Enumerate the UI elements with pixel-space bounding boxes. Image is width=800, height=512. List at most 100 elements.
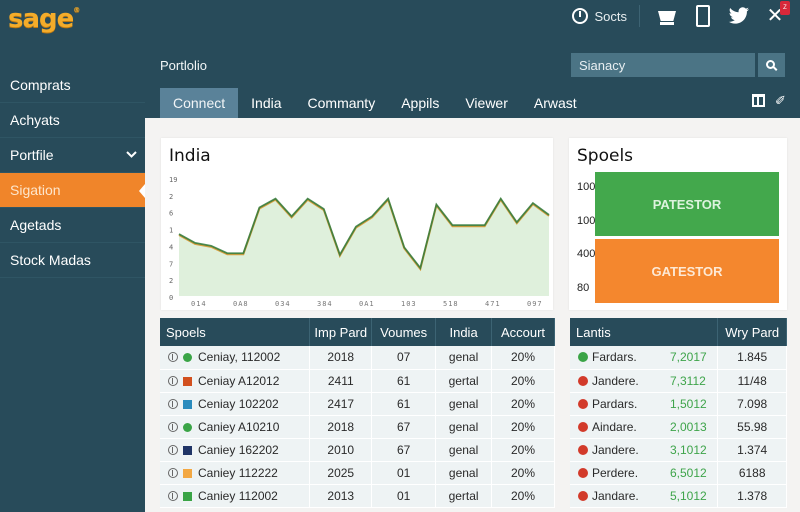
sidebar-item-achyats[interactable]: Achyats — [0, 103, 145, 138]
twitter-bird-icon[interactable] — [728, 6, 750, 26]
table-row[interactable]: Jandare. 5,1012 1.378 — [570, 484, 787, 508]
table-row[interactable]: Aindare. 2,0013 55.98 — [570, 415, 787, 439]
cell-imp-pard: 2018 — [309, 346, 373, 370]
pin-icon[interactable]: ✐ — [775, 93, 786, 108]
patestor-block[interactable]: PATESTOR — [595, 172, 779, 236]
cell-india: gertal — [435, 369, 493, 393]
globe-icon — [168, 398, 178, 409]
cell-voumes: 01 — [371, 484, 437, 508]
tab-connect[interactable]: Connect — [160, 88, 239, 118]
cart-icon[interactable] — [656, 6, 678, 26]
cell-lantis: Jandare. 5,1012 — [570, 484, 719, 508]
cell-voumes: 67 — [371, 438, 437, 462]
search-button[interactable] — [758, 53, 785, 77]
sage-logo[interactable]: sage® — [8, 4, 80, 34]
cell-wry-pard: 6188 — [717, 461, 787, 485]
status-down-icon — [578, 490, 588, 501]
lantis-table: Lantis Wry Pard Fardars. 7,2017 1.845 Jande… — [570, 318, 787, 508]
row-name: Caniey 162202 — [198, 442, 279, 457]
table-row[interactable]: Jandere. 3,1012 1.374 — [570, 438, 787, 462]
row-name: Jandare. — [592, 488, 639, 503]
y-tick-label: 6 — [169, 210, 173, 218]
y-label: 100 — [577, 181, 596, 193]
tab-arwast[interactable]: Arwast — [533, 95, 577, 111]
row-name: Caniey 112222 — [198, 465, 278, 480]
table-header-row: Lantis Wry Pard — [570, 318, 787, 346]
x-tick-label: 014 — [191, 300, 207, 308]
clock-widget[interactable]: Socts — [572, 5, 640, 27]
y-label: 100 — [577, 215, 596, 227]
category-chip-icon — [183, 468, 192, 478]
y-tick-label: 0 — [169, 294, 173, 302]
cell-imp-pard: 2013 — [309, 484, 373, 508]
y-tick-label: 7 — [169, 260, 173, 268]
col-lantis[interactable]: Lantis — [570, 318, 719, 346]
tab-appils[interactable]: Appils — [401, 95, 440, 111]
tab-commanty[interactable]: Commanty — [307, 95, 376, 111]
spoels-title: Spoels — [577, 146, 634, 166]
registered-mark: ® — [73, 6, 80, 14]
globe-icon — [168, 352, 178, 363]
table-row[interactable]: Ceniay 102202 2417 61 genal 20% — [160, 392, 555, 416]
search-input[interactable] — [571, 53, 755, 77]
tab-viewer[interactable]: Viewer — [465, 95, 508, 111]
sidebar-item-portfile[interactable]: Portfile — [0, 138, 145, 173]
table-row[interactable]: Caniey 112222 2025 01 genal 20% — [160, 461, 555, 485]
category-chip-icon — [183, 445, 192, 455]
col-imp-pard[interactable]: Imp Pard — [309, 318, 373, 346]
cell-accourt: 20% — [491, 369, 555, 393]
category-chip-icon — [183, 399, 192, 409]
cell-wry-pard: 1.374 — [717, 438, 787, 462]
chevron-down-icon[interactable] — [126, 149, 137, 161]
spoels-table: Spoels Imp Pard Voumes India Accourt Cen… — [160, 318, 555, 508]
spoels-card: Spoels 100 100 400 80 PATESTOR GATESTOR — [569, 138, 787, 310]
top-bar: Socts ✕ Z — [572, 0, 800, 32]
cell-spoels: Ceniay A12012 — [160, 369, 311, 393]
cell-lantis: Pardars. 1,5012 — [570, 392, 719, 416]
globe-icon — [168, 467, 178, 478]
col-wry-pard[interactable]: Wry Pard — [717, 318, 787, 346]
table-row[interactable]: Caniey 162202 2010 67 genal 20% — [160, 438, 555, 462]
table-row[interactable]: Fardars. 7,2017 1.845 — [570, 346, 787, 370]
cell-voumes: 01 — [371, 461, 437, 485]
cell-accourt: 20% — [491, 346, 555, 370]
cell-spoels: Ceniay 102202 — [160, 392, 311, 416]
india-area-chart[interactable]: 19 2 6 1 4 7 2 0 014 0A8 034 384 0A1 103 518 471 097 — [161, 174, 553, 310]
cell-wry-pard: 1.378 — [717, 484, 787, 508]
category-chip-icon — [183, 491, 192, 501]
tab-india[interactable]: India — [251, 95, 282, 111]
table-row[interactable]: Perdere. 6,5012 6188 — [570, 461, 787, 485]
phone-icon[interactable] — [692, 6, 714, 26]
sidebar-item-stock-madas[interactable]: Stock Madas — [0, 243, 145, 278]
table-row[interactable]: Caniey A10210 2018 67 genal 20% — [160, 415, 555, 439]
row-value: 7,2017 — [670, 350, 707, 365]
table-row[interactable]: Ceniay A12012 2411 61 gertal 20% — [160, 369, 555, 393]
row-name: Aindare. — [592, 419, 637, 434]
row-value: 7,3112 — [670, 373, 706, 388]
table-row[interactable]: Ceniay, 112002 2018 07 genal 20% — [160, 346, 555, 370]
table-row[interactable]: Caniey 112002 2013 01 gertal 20% — [160, 484, 555, 508]
col-india[interactable]: India — [435, 318, 493, 346]
breadcrumb[interactable]: Portlolio — [160, 58, 207, 73]
sidebar-item-agetads[interactable]: Agetads — [0, 208, 145, 243]
status-down-icon — [578, 421, 588, 432]
sidebar-item-sigation[interactable]: Sigation — [0, 173, 145, 208]
gift-icon[interactable] — [752, 94, 765, 107]
status-down-icon — [578, 398, 588, 409]
close-icon[interactable]: ✕ Z — [764, 1, 790, 26]
gatestor-block[interactable]: GATESTOR — [595, 239, 779, 303]
y-tick-label: 2 — [169, 277, 173, 285]
category-chip-icon — [183, 376, 192, 386]
col-spoels[interactable]: Spoels — [160, 318, 311, 346]
col-accourt[interactable]: Accourt — [491, 318, 555, 346]
table-row[interactable]: Jandere. 7,3112 11/48 — [570, 369, 787, 393]
col-voumes[interactable]: Voumes — [371, 318, 437, 346]
cell-imp-pard: 2417 — [309, 392, 373, 416]
table-row[interactable]: Pardars. 1,5012 7.098 — [570, 392, 787, 416]
globe-icon — [168, 444, 178, 455]
sidebar-item-comprats[interactable]: Comprats — [0, 68, 145, 103]
sidebar-item-label: Sigation — [10, 182, 61, 198]
status-up-icon — [578, 352, 588, 363]
row-value: 6,5012 — [670, 465, 707, 480]
green-series-line — [178, 196, 550, 270]
